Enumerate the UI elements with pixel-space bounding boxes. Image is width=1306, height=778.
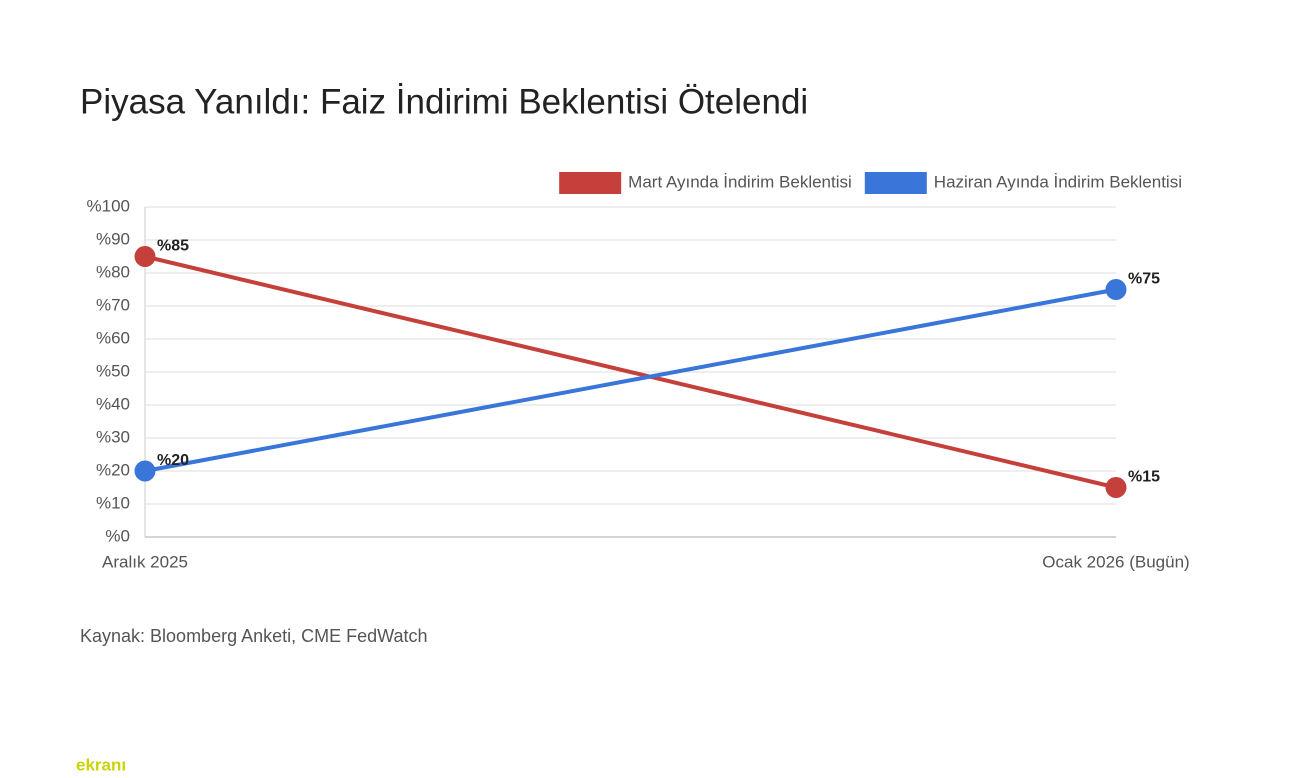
legend-label: Haziran Ayında İndirim Beklentisi <box>934 172 1182 191</box>
y-tick-label: %40 <box>96 394 130 413</box>
series-line <box>144 254 1117 490</box>
data-label: %20 <box>157 452 189 469</box>
y-tick-label: %100 <box>87 196 130 215</box>
y-tick-label: %70 <box>96 295 130 314</box>
chart-title: Piyasa Yanıldı: Faiz İndirimi Beklentisi… <box>80 82 808 121</box>
data-point <box>134 246 156 267</box>
y-tick-label: %0 <box>105 526 130 545</box>
series-line <box>144 287 1117 473</box>
legend-label: Mart Ayında İndirim Beklentisi <box>628 172 852 191</box>
y-tick-label: %60 <box>96 328 130 347</box>
data-point <box>1105 279 1127 300</box>
data-point <box>1105 477 1127 498</box>
data-label: %85 <box>157 238 189 255</box>
x-tick-label: Aralık 2025 <box>102 552 188 571</box>
y-tick-label: %80 <box>96 262 130 281</box>
y-tick-label: %30 <box>96 427 130 446</box>
legend-swatch <box>559 172 622 194</box>
y-tick-label: %20 <box>96 460 130 479</box>
y-tick-label: %50 <box>96 361 130 380</box>
source-note: Kaynak: Bloomberg Anketi, CME FedWatch <box>80 626 427 646</box>
x-tick-label: Ocak 2026 (Bugün) <box>1042 552 1189 571</box>
brand-logo: ekranı <box>76 755 126 774</box>
y-tick-label: %90 <box>96 229 130 248</box>
data-label: %15 <box>1128 469 1160 486</box>
data-point <box>134 460 156 482</box>
y-tick-label: %10 <box>96 493 130 512</box>
data-label: %75 <box>1128 271 1160 288</box>
legend-swatch <box>864 172 927 194</box>
